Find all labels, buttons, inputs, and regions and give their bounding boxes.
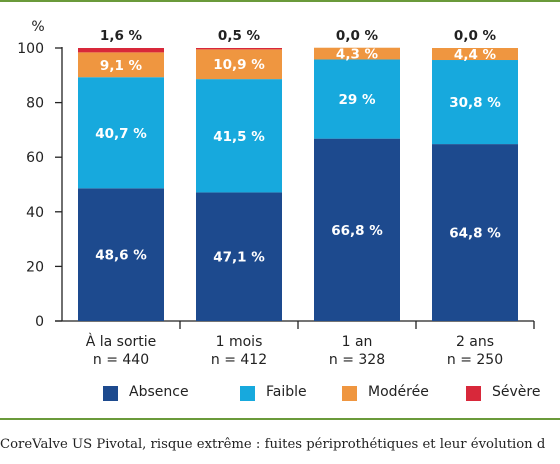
bar-data-label: 9,1 % <box>100 58 143 74</box>
bar-segment-faible <box>196 79 282 193</box>
bar-data-label: 40,7 % <box>95 126 147 142</box>
bar-data-label: 47,1 % <box>213 250 265 266</box>
bar-segment-absence <box>314 138 400 321</box>
bar-data-label: 4,3 % <box>336 47 379 63</box>
y-tick-label: 20 <box>26 259 44 275</box>
bar-segment-modérée <box>314 47 400 60</box>
x-category-count: n = 412 <box>211 352 267 368</box>
bottom-rule <box>0 418 560 420</box>
bar-top-label: 0,0 % <box>454 28 497 44</box>
x-category-count: n = 328 <box>329 352 385 368</box>
y-tick-label: 60 <box>26 150 44 166</box>
legend-label-moderee: Modérée <box>368 384 429 400</box>
bar-data-label: 64,8 % <box>449 226 501 242</box>
bar-top-label: 0,5 % <box>218 28 261 44</box>
bar-top-label: 0,0 % <box>336 28 379 44</box>
bar-data-label: 30,8 % <box>449 95 501 111</box>
x-category-label: 2 ans <box>456 334 494 350</box>
bar-segment-sévère <box>196 48 282 50</box>
top-rule <box>0 0 560 2</box>
y-axis-unit: % <box>31 19 44 35</box>
bar-data-label: 4,4 % <box>454 47 497 63</box>
bar-segment-absence <box>78 188 164 321</box>
x-category-label: 1 an <box>342 334 373 350</box>
stacked-bar-chart: % 0 20 40 60 80 100 48,6 % 40,7 % 9,1 % 1,6 % À la … <box>17 19 535 368</box>
x-category-label: À la sortie <box>86 333 157 350</box>
bar-segment-modérée <box>432 48 518 61</box>
legend-swatch-moderee <box>342 386 357 401</box>
y-tick-label: 100 <box>17 41 44 57</box>
bar-segment-absence <box>432 144 518 321</box>
legend-swatch-severe <box>466 386 481 401</box>
y-tick-label: 0 <box>35 314 44 330</box>
y-tick-label: 40 <box>26 205 44 221</box>
legend-label-absence: Absence <box>129 384 189 400</box>
figure-caption: CoreValve US Pivotal, risque extrême : f… <box>0 437 546 452</box>
legend-label-severe: Sévère <box>492 384 541 400</box>
bar-segment-faible <box>314 59 400 139</box>
bar-segment-sévère <box>78 48 164 53</box>
bar-segment-modérée <box>196 49 282 80</box>
bar-segment-faible <box>432 60 518 145</box>
bar-segment-absence <box>196 192 282 321</box>
bar-top-label: 1,6 % <box>100 28 143 44</box>
legend-label-faible: Faible <box>266 384 307 400</box>
bar-segment-modérée <box>78 52 164 78</box>
legend-swatch-faible <box>240 386 255 401</box>
x-category-count: n = 250 <box>447 352 503 368</box>
legend-swatch-absence <box>103 386 118 401</box>
y-tick-label: 80 <box>26 96 44 112</box>
bar-data-label: 66,8 % <box>331 223 383 239</box>
x-category-label: 1 mois <box>216 334 263 350</box>
bar-data-label: 48,6 % <box>95 248 147 264</box>
bar-segment-faible <box>78 77 164 189</box>
bar-data-label: 41,5 % <box>213 129 265 145</box>
bar-data-label: 10,9 % <box>213 57 265 73</box>
bar-data-label: 29 % <box>338 92 375 108</box>
x-category-count: n = 440 <box>93 352 149 368</box>
